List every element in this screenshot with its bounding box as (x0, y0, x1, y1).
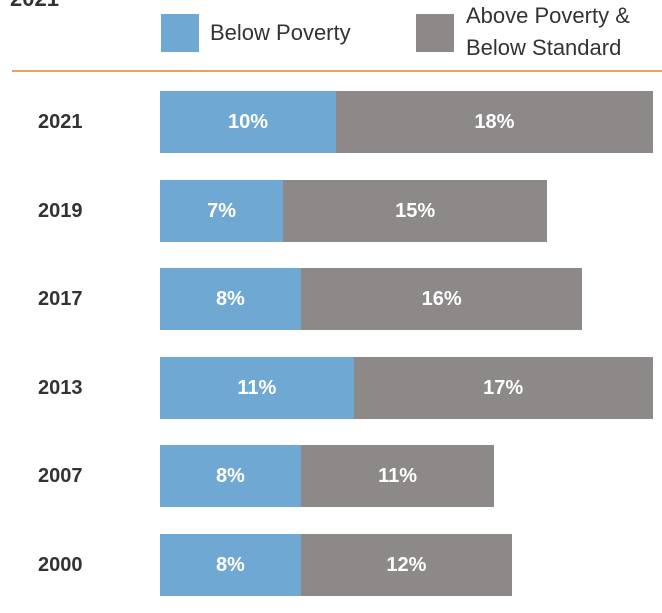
data-label-below-poverty-2017: 8% (215, 288, 245, 310)
bar-above-poverty-2021 (336, 91, 653, 153)
category-label-2021: 2021 (38, 111, 83, 133)
bar-above-poverty-2019 (283, 180, 548, 242)
legend-swatch-below-poverty (161, 14, 199, 52)
bar-above-poverty-2013 (353, 357, 653, 419)
bar-below-poverty-2000 (160, 534, 301, 596)
category-label-2013: 2013 (38, 377, 83, 399)
bar-below-poverty-2019 (160, 180, 284, 242)
clipped-year-label: 2021 (10, 0, 59, 12)
category-label-2017: 2017 (38, 288, 83, 310)
data-label-above-poverty-2000: 12% (386, 554, 427, 576)
bar-below-poverty-2007 (160, 445, 301, 507)
data-label-above-poverty-2017: 16% (421, 288, 462, 310)
bar-above-poverty-2017 (300, 268, 583, 330)
data-label-below-poverty-2019: 7% (207, 200, 237, 222)
data-label-below-poverty-2021: 10% (227, 111, 269, 133)
divider-rule (12, 70, 662, 72)
legend-swatch-above-poverty (416, 14, 454, 52)
data-label-above-poverty-2007: 11% (378, 465, 418, 487)
data-label-below-poverty-2000: 8% (215, 554, 245, 576)
legend-label-above-poverty-line2: Below Standard (466, 35, 622, 60)
bar-above-poverty-2000 (300, 534, 512, 596)
bar-below-poverty-2017 (160, 268, 301, 330)
category-label-2000: 2000 (38, 554, 83, 576)
legend-label-below-poverty: Below Poverty (210, 20, 351, 45)
data-label-above-poverty-2021: 18% (474, 111, 515, 133)
bar-below-poverty-2021 (160, 91, 336, 153)
category-label-2007: 2007 (38, 465, 83, 487)
category-label-2019: 2019 (38, 200, 83, 222)
data-label-above-poverty-2019: 15% (395, 200, 436, 222)
data-label-below-poverty-2007: 8% (215, 465, 245, 487)
bar-above-poverty-2007 (300, 445, 495, 507)
bar-below-poverty-2013 (160, 357, 354, 419)
legend-label-above-poverty-line1: Above Poverty & (466, 3, 630, 28)
data-label-below-poverty-2013: 11% (237, 377, 277, 399)
data-label-above-poverty-2013: 17% (483, 377, 524, 399)
